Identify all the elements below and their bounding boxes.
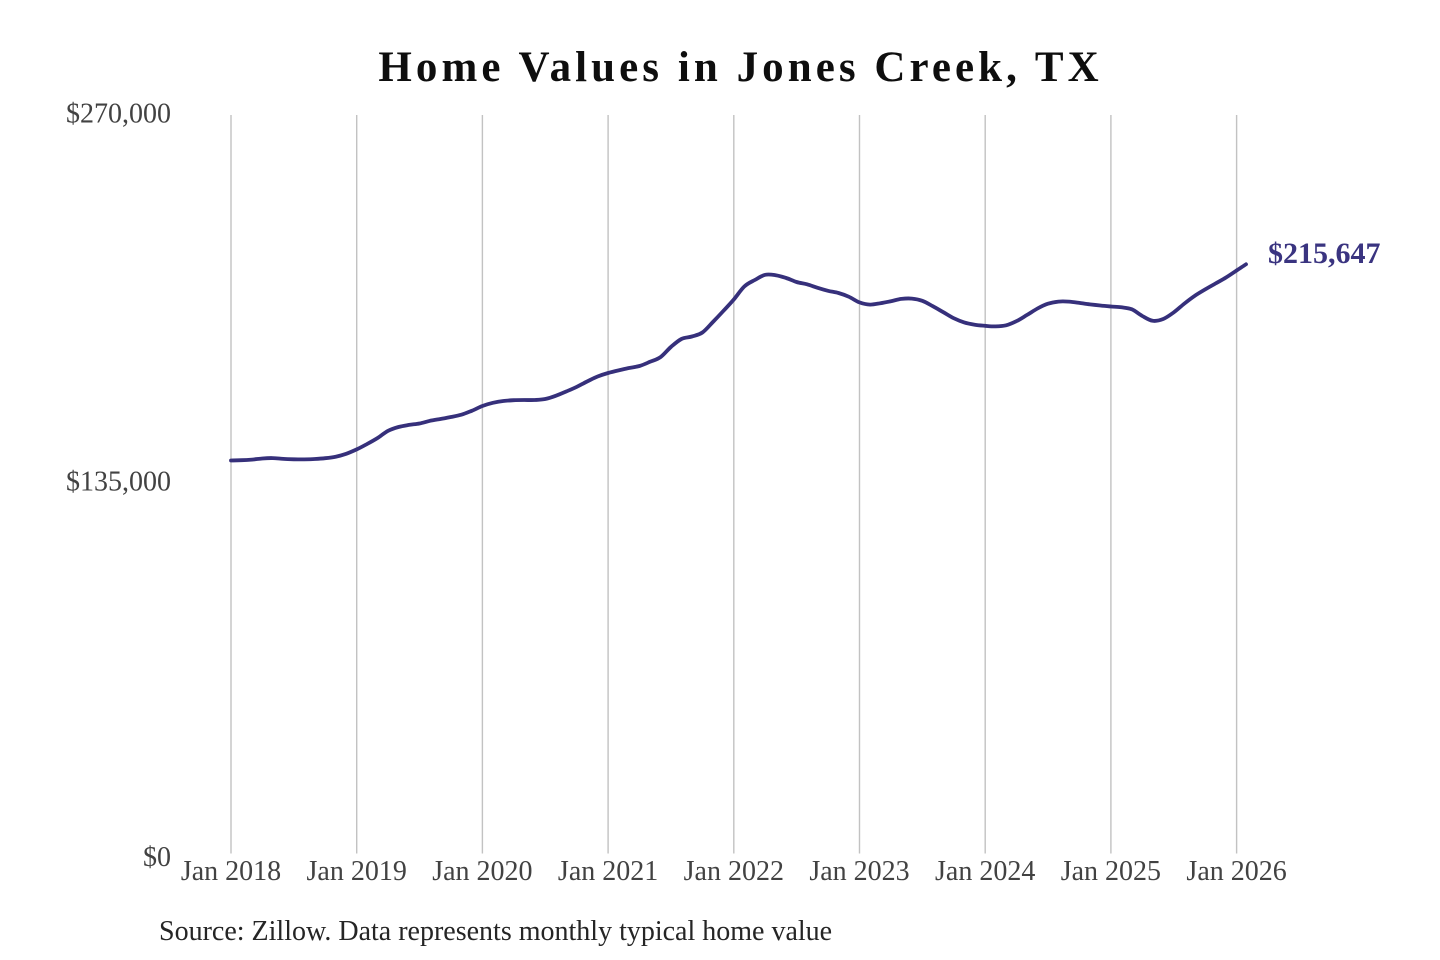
svg-text:$215,647: $215,647 — [1268, 237, 1381, 270]
svg-text:$270,000: $270,000 — [66, 98, 171, 129]
svg-text:$135,000: $135,000 — [66, 467, 171, 498]
svg-text:Jan 2025: Jan 2025 — [1061, 856, 1161, 887]
svg-text:Jan 2026: Jan 2026 — [1186, 856, 1286, 887]
svg-text:Jan 2024: Jan 2024 — [935, 856, 1035, 887]
svg-text:Jan 2023: Jan 2023 — [809, 856, 909, 887]
svg-text:Jan 2019: Jan 2019 — [307, 856, 407, 887]
svg-text:Home Values in Jones Creek, TX: Home Values in Jones Creek, TX — [378, 44, 1102, 91]
svg-text:Jan 2020: Jan 2020 — [432, 856, 532, 887]
svg-text:Jan 2022: Jan 2022 — [684, 856, 784, 887]
svg-text:$0: $0 — [143, 842, 171, 873]
svg-text:Jan 2021: Jan 2021 — [558, 856, 658, 887]
svg-text:Source: Zillow. Data represent: Source: Zillow. Data represents monthly … — [159, 916, 832, 947]
svg-text:Jan 2018: Jan 2018 — [181, 856, 281, 887]
